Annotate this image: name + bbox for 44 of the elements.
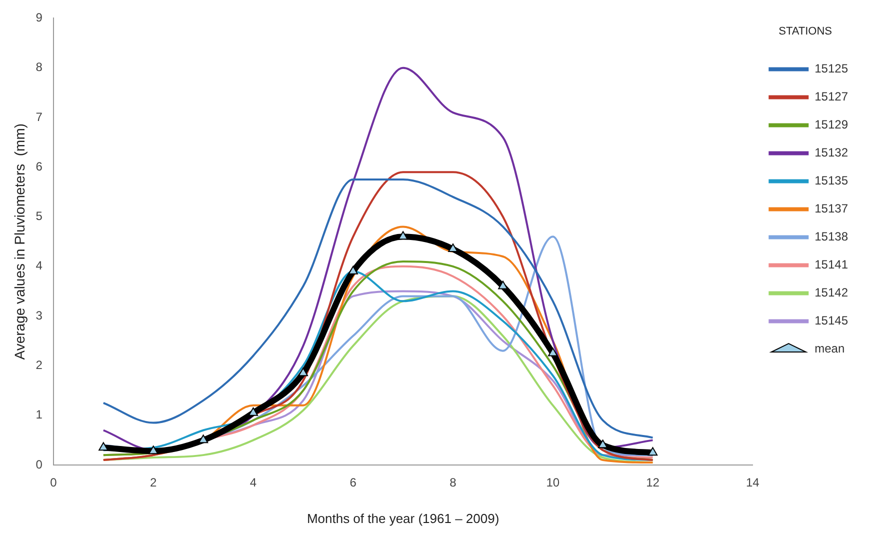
- x-tick-label: 10: [546, 476, 560, 490]
- legend-label: 15132: [814, 146, 848, 160]
- y-axis-title: Average values in Pluviometers (mm): [11, 123, 28, 360]
- y-tick-label: 3: [36, 308, 43, 322]
- x-tick-label: 2: [150, 476, 158, 490]
- y-tick-label: 9: [36, 10, 43, 25]
- point: [448, 244, 458, 252]
- legend-label: mean: [814, 342, 845, 356]
- legend-label: 15135: [814, 174, 848, 188]
- y-tick-label: 8: [36, 60, 43, 74]
- point: [98, 442, 108, 451]
- legend-label: 15127: [814, 90, 848, 104]
- legend-title: STATIONS: [778, 26, 832, 38]
- legend-label: 15142: [814, 286, 848, 300]
- x-tick-label: 14: [746, 476, 760, 490]
- legend-label: 15145: [814, 314, 848, 328]
- legend-label: 15137: [814, 202, 848, 216]
- y-tick-label: 4: [36, 258, 43, 273]
- x-tick-label: 0: [50, 476, 58, 490]
- x-axis-title: Months of the year (1961 – 2009): [306, 510, 500, 526]
- point: [548, 348, 558, 356]
- y-tick-label: 5: [36, 209, 43, 224]
- y-tick-label: 0: [36, 457, 43, 472]
- point: [498, 280, 508, 290]
- legend-label: 15138: [814, 230, 848, 244]
- x-tick-label: 4: [250, 476, 257, 490]
- y-tick-label: 1: [36, 408, 43, 422]
- x-tick-label: 12: [646, 476, 660, 490]
- y-tick-label: 6: [36, 159, 43, 174]
- point: [398, 231, 408, 240]
- y-tick-label: 2: [36, 358, 43, 372]
- point: [148, 446, 158, 454]
- legend-label: 15129: [814, 118, 848, 132]
- x-tick-label: 6: [350, 476, 357, 490]
- point: [598, 440, 608, 448]
- point: [648, 447, 658, 456]
- legend-label: 15125: [814, 62, 848, 76]
- point: [198, 434, 208, 444]
- point: [348, 266, 358, 274]
- point: [298, 368, 308, 376]
- y-tick-label: 7: [36, 110, 43, 124]
- point: [248, 407, 258, 416]
- legend-label: 15141: [814, 258, 848, 272]
- x-tick-label: 8: [450, 476, 457, 490]
